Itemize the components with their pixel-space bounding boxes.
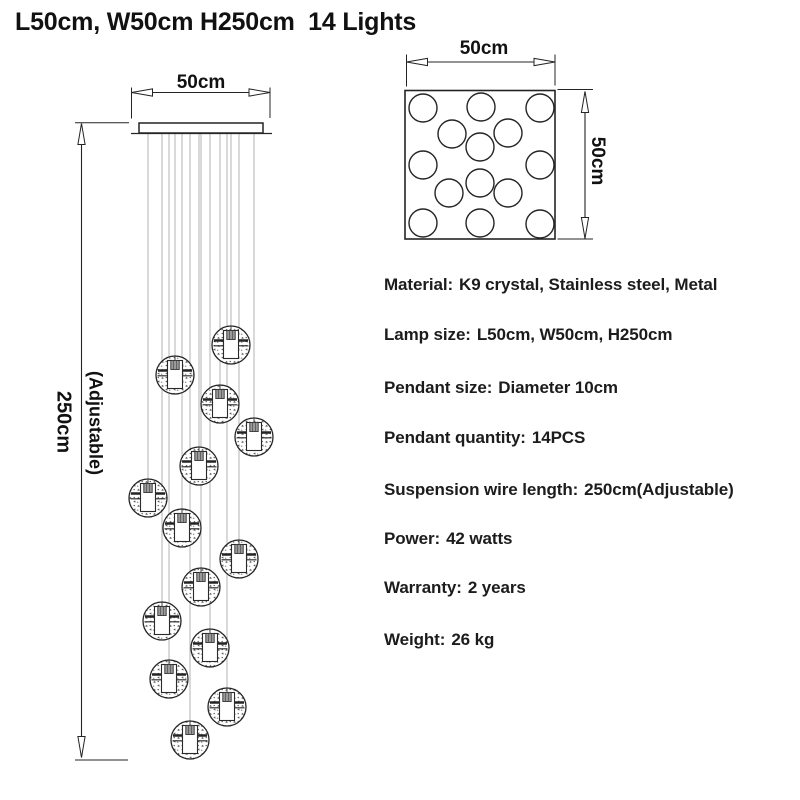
- pendant-ball: [155, 355, 195, 395]
- side-view-width-label: 50cm: [176, 72, 226, 93]
- bulb-socket: [143, 483, 153, 493]
- bulb-socket: [234, 544, 244, 554]
- pendant-ball: [162, 508, 202, 548]
- spec-label: Pendant size:: [384, 378, 493, 397]
- top-view-pendant-circle: [525, 93, 555, 123]
- spec-value: 42 watts: [446, 529, 513, 548]
- spec-label: Lamp size:: [384, 325, 471, 344]
- bulb-socket: [170, 360, 180, 370]
- page-title: L50cm, W50cm H250cm 14 Lights: [15, 8, 417, 36]
- pendant-ball: [211, 325, 251, 365]
- top-view-pendant-circle: [466, 92, 496, 122]
- spec-row-material: Material: K9 crystal, Stainless steel, Me…: [384, 274, 717, 295]
- top-view-pendant-circle: [465, 168, 495, 198]
- bulb-socket: [215, 389, 225, 399]
- top-view-pendant-circle: [437, 119, 467, 149]
- top-view-pendant-circle: [525, 209, 555, 239]
- side-view-group: [75, 87, 274, 761]
- top-view-pendant-circle: [408, 150, 438, 180]
- top-view-pendant-circle: [465, 208, 495, 238]
- spec-label: Pendant quantity:: [384, 428, 526, 447]
- spec-row-weight: Weight: 26 kg: [384, 629, 494, 650]
- spec-row-power: Power: 42 watts: [384, 528, 512, 549]
- pendant-ball: [219, 539, 259, 579]
- bulb-socket: [226, 330, 236, 340]
- spec-value: 250cm(Adjustable): [584, 480, 734, 499]
- spec-row-suspension-wire: Suspension wire length: 250cm(Adjustable): [384, 479, 734, 500]
- pendant-ball: [170, 720, 210, 760]
- bulb-socket: [249, 422, 259, 432]
- spec-label: Material:: [384, 275, 454, 294]
- top-view-pendant-circle: [408, 208, 438, 238]
- top-view-pendant-circle: [408, 93, 438, 123]
- bulb-socket: [185, 725, 195, 735]
- spec-label: Warranty:: [384, 578, 462, 597]
- spec-value: Diameter 10cm: [498, 378, 618, 397]
- top-view-pendant-circle: [493, 178, 523, 208]
- pendant-ball: [179, 446, 219, 486]
- pendant-ball: [142, 601, 182, 641]
- spec-label: Suspension wire length:: [384, 480, 579, 499]
- spec-value: 14PCS: [531, 428, 586, 447]
- side-view-height-label: 250cm: [52, 390, 75, 454]
- side-view-height-note: (Adjustable): [85, 370, 106, 476]
- top-view-group: [404, 54, 593, 240]
- top-view-pendant-circle: [493, 118, 523, 148]
- pendant-ball: [149, 659, 189, 699]
- pendant-ball: [128, 478, 168, 518]
- pendant-ball: [207, 687, 247, 727]
- pendant-ball: [234, 417, 274, 457]
- spec-label: Weight:: [384, 630, 446, 649]
- ceiling-canopy: [138, 122, 264, 134]
- spec-row-lamp-size: Lamp size: L50cm, W50cm, H250cm: [384, 324, 672, 345]
- bulb-socket: [194, 451, 204, 461]
- top-view-square: [404, 89, 556, 240]
- spec-value: K9 crystal, Stainless steel, Metal: [459, 275, 718, 294]
- pendant-ball: [181, 567, 221, 607]
- spec-value: L50cm, W50cm, H250cm: [476, 325, 673, 344]
- spec-row-pendant-quantity: Pendant quantity: 14PCS: [384, 427, 585, 448]
- pendant-ball: [190, 628, 230, 668]
- bulb-socket: [222, 692, 232, 702]
- bulb-socket: [205, 633, 215, 643]
- spec-row-warranty: Warranty: 2 years: [384, 577, 526, 598]
- pendant-ball: [200, 384, 240, 424]
- top-view-pendant-circle: [525, 150, 555, 180]
- bulb-socket: [157, 606, 167, 616]
- top-view-height-label: 50cm: [587, 136, 608, 186]
- bulb-socket: [164, 664, 174, 674]
- bulb-socket: [196, 572, 206, 582]
- spec-row-pendant-size: Pendant size: Diameter 10cm: [384, 377, 618, 398]
- spec-label: Power:: [384, 529, 441, 548]
- top-view-width-label: 50cm: [459, 38, 509, 59]
- top-view-pendant-circle: [434, 178, 464, 208]
- spec-value: 2 years: [467, 578, 526, 597]
- top-view-pendant-circle: [465, 132, 495, 162]
- spec-value: 26 kg: [451, 630, 495, 649]
- bulb-socket: [177, 513, 187, 523]
